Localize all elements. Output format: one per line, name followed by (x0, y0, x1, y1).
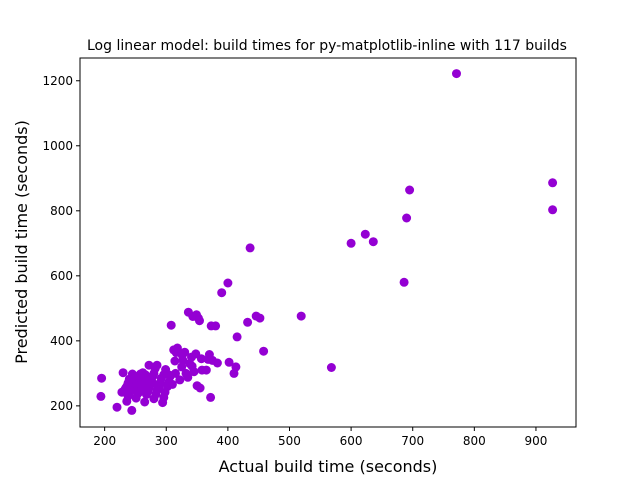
data-point (548, 205, 558, 215)
x-axis-label: Actual build time (seconds) (219, 457, 438, 476)
data-point (223, 278, 233, 288)
data-point (187, 361, 197, 371)
data-point (368, 237, 378, 247)
x-axis-ticks: 200 300 400 500 600 700 800 900 (93, 427, 547, 448)
data-point (167, 379, 177, 389)
data-point (452, 69, 461, 79)
chart-title: Log linear model: build times for py-mat… (87, 38, 567, 54)
data-point (142, 390, 151, 399)
data-point (183, 307, 193, 317)
data-point (118, 368, 128, 378)
data-point (112, 402, 122, 412)
y-tick-label: 800 (50, 204, 73, 218)
data-point (296, 311, 306, 321)
data-point (360, 229, 370, 239)
x-tick-label: 200 (93, 434, 116, 448)
data-point (405, 185, 415, 195)
data-point (548, 178, 558, 188)
data-point (346, 238, 356, 248)
x-tick-label: 300 (155, 434, 178, 448)
data-point (170, 356, 180, 366)
x-tick-label: 700 (401, 434, 424, 448)
data-point (177, 350, 187, 360)
data-point (243, 317, 253, 327)
y-tick-label: 600 (50, 269, 73, 283)
data-point (402, 213, 412, 223)
x-tick-label: 900 (524, 434, 547, 448)
data-point (117, 387, 127, 397)
data-point (127, 405, 137, 415)
data-point (229, 368, 239, 378)
y-tick-label: 400 (50, 334, 73, 348)
y-tick-label: 200 (50, 399, 73, 413)
data-point (399, 277, 409, 287)
y-axis-label: Predicted build time (seconds) (12, 120, 31, 364)
x-tick-label: 600 (340, 434, 363, 448)
data-point (217, 288, 227, 298)
x-tick-label: 500 (278, 434, 301, 448)
data-point (158, 398, 168, 408)
data-point (232, 332, 242, 342)
data-point (212, 358, 222, 368)
data-point (140, 397, 150, 407)
data-point (206, 392, 216, 402)
data-point (149, 394, 159, 404)
data-point (144, 360, 154, 370)
data-point (131, 393, 141, 403)
data-point (245, 243, 255, 253)
y-tick-label: 1200 (42, 74, 73, 88)
data-point (206, 321, 216, 331)
data-point (175, 375, 185, 385)
data-point (164, 370, 174, 380)
data-point (97, 373, 107, 383)
data-point (166, 320, 176, 330)
x-tick-label: 400 (216, 434, 239, 448)
data-point (224, 357, 234, 367)
data-points (96, 69, 558, 415)
data-point (195, 383, 205, 393)
data-point (137, 383, 147, 393)
data-point (96, 391, 106, 401)
data-point (255, 313, 265, 323)
data-point (259, 346, 269, 356)
plot-frame (79, 57, 577, 428)
data-point (169, 345, 179, 355)
data-point (203, 354, 213, 364)
data-point (326, 363, 336, 372)
data-point (177, 362, 187, 372)
data-point (148, 378, 158, 388)
y-tick-label: 1000 (42, 139, 73, 153)
y-axis-ticks: 200 400 600 800 1000 1200 (42, 74, 80, 413)
data-point (195, 316, 204, 326)
data-point (122, 396, 132, 406)
x-tick-label: 800 (463, 434, 486, 448)
data-point (197, 365, 207, 375)
data-point (183, 372, 193, 382)
